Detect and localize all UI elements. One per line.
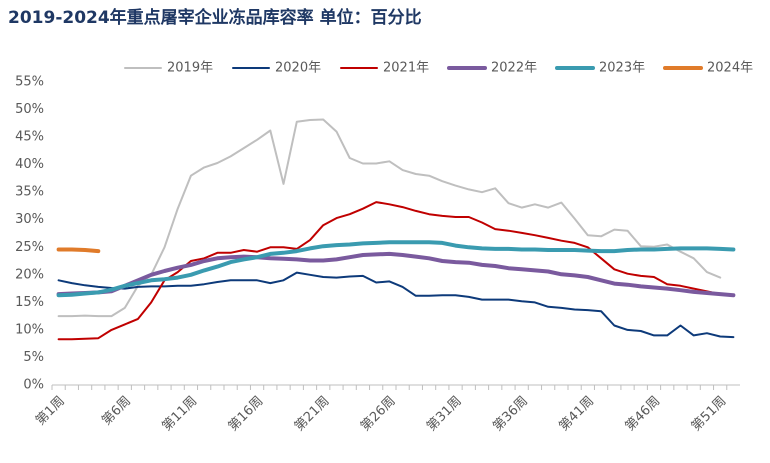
legend-label: 2021年 <box>383 61 429 76</box>
y-tick-label: 55% <box>15 75 44 90</box>
series-line <box>57 201 735 341</box>
y-tick-label: 45% <box>15 130 44 145</box>
series-line <box>56 251 736 298</box>
y-tick-label: 15% <box>15 295 44 310</box>
x-tick-label: 第36周 <box>490 394 531 435</box>
x-tick-label: 第11周 <box>160 394 201 435</box>
y-tick-label: 40% <box>15 157 44 172</box>
y-tick-label: 20% <box>15 267 44 282</box>
x-tick-label: 第41周 <box>556 394 597 435</box>
y-tick-label: 25% <box>15 240 44 255</box>
x-tick-label: 第26周 <box>358 394 399 435</box>
x-tick-label: 第31周 <box>424 394 465 435</box>
x-tick-label: 第1周 <box>33 394 68 429</box>
x-tick-label: 第16周 <box>226 394 267 435</box>
legend-label: 2020年 <box>275 61 321 76</box>
y-tick-label: 10% <box>15 322 44 337</box>
legend-label: 2023年 <box>599 61 645 76</box>
legend-label: 2019年 <box>167 61 213 76</box>
x-tick-label: 第6周 <box>99 394 134 429</box>
x-tick-label: 第21周 <box>292 394 333 435</box>
y-tick-label: 5% <box>23 350 44 365</box>
series-line <box>56 247 101 254</box>
y-tick-label: 35% <box>15 185 44 200</box>
legend-label: 2022年 <box>491 61 537 76</box>
series-line <box>57 118 722 318</box>
series-line <box>57 271 735 339</box>
legend-label: 2024年 <box>707 61 753 76</box>
x-tick-label: 第51周 <box>689 394 730 435</box>
y-tick-label: 0% <box>23 378 44 393</box>
chart-title: 2019-2024年重点屠宰企业冻品库容率 单位：百分比 <box>8 7 422 28</box>
x-tick-label: 第46周 <box>623 394 664 435</box>
y-tick-label: 30% <box>15 212 44 227</box>
y-tick-label: 50% <box>15 102 44 117</box>
series-line <box>56 240 736 298</box>
